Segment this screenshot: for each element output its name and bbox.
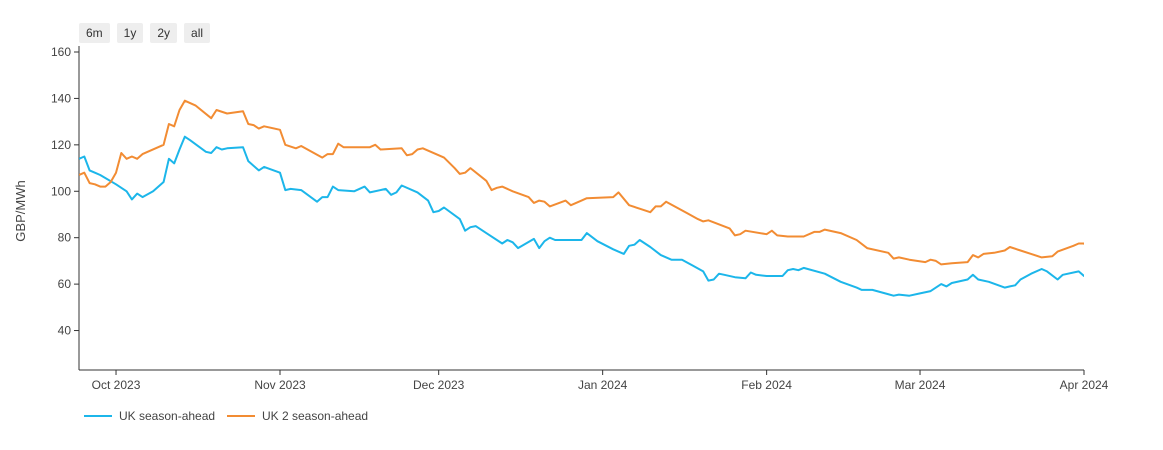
y-axis-title: GBP/MWh — [13, 180, 28, 241]
y-tick-label: 140 — [51, 91, 71, 105]
x-tick-label: Mar 2024 — [895, 378, 946, 392]
y-tick-label: 80 — [58, 231, 72, 245]
range-selector: 6m 1y 2y all — [79, 23, 211, 43]
y-tick-label: 60 — [58, 277, 72, 291]
legend: UK season-ahead UK 2 season-ahead — [84, 409, 368, 423]
legend-item-uk-2-season-ahead[interactable]: UK 2 season-ahead — [227, 409, 368, 423]
range-button-2y[interactable]: 2y — [150, 23, 178, 43]
range-button-1y[interactable]: 1y — [116, 23, 144, 43]
y-tick-label: 160 — [51, 45, 71, 59]
series-line-uk-season-ahead[interactable] — [79, 135, 1116, 297]
series-line-uk-2-season-ahead[interactable] — [79, 99, 1153, 266]
series-layer — [79, 99, 1153, 297]
x-tick-label: Dec 2023 — [413, 378, 465, 392]
y-tick-label: 120 — [51, 138, 71, 152]
range-button-all[interactable]: all — [184, 23, 211, 43]
x-tick-label: Apr 2024 — [1060, 378, 1109, 392]
legend-item-uk-season-ahead[interactable]: UK season-ahead — [84, 409, 215, 423]
x-tick-label: Jan 2024 — [578, 378, 628, 392]
x-tick-label: Nov 2023 — [254, 378, 306, 392]
y-tick-label: 100 — [51, 184, 71, 198]
legend-label-uk-season-ahead: UK season-ahead — [119, 409, 215, 423]
range-button-6m[interactable]: 6m — [79, 23, 110, 43]
x-axis: Oct 2023 Nov 2023 Dec 2023 Jan 2024 Feb 2024… — [79, 369, 1109, 392]
x-tick-label: Oct 2023 — [92, 378, 141, 392]
legend-label-uk-2-season-ahead: UK 2 season-ahead — [262, 409, 368, 423]
x-tick-label: Feb 2024 — [741, 378, 792, 392]
y-tick-label: 40 — [58, 324, 72, 338]
y-axis: 40 60 80 100 120 140 160 — [51, 45, 80, 370]
